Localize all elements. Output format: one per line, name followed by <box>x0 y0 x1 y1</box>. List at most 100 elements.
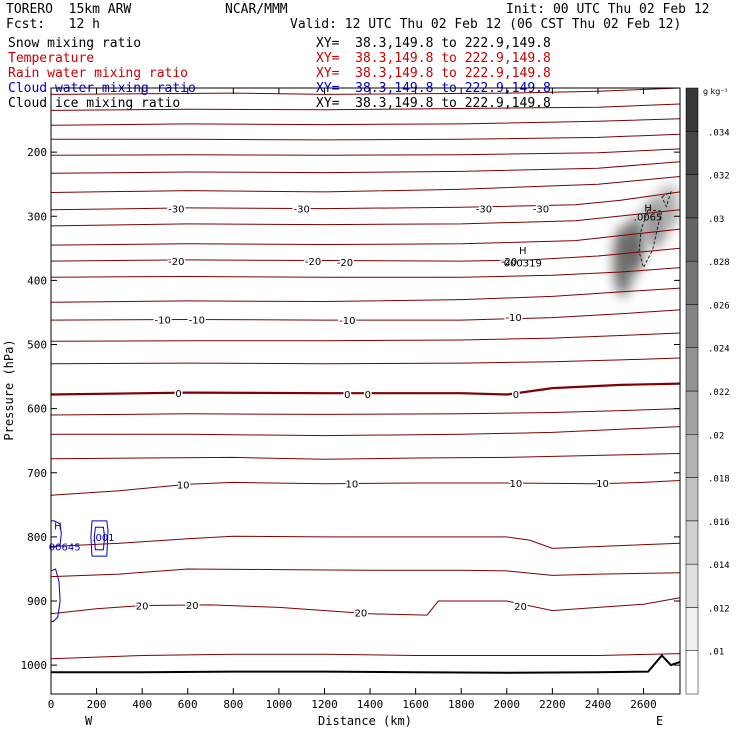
plot-frame <box>50 87 681 695</box>
isotherm-line <box>51 247 680 262</box>
x-tick-label: 1000 <box>266 698 293 711</box>
y-axis-title: Pressure (hPa) <box>2 339 16 440</box>
y-tick-label: 800 <box>27 531 47 544</box>
isotherm-label: -30 <box>294 205 310 216</box>
colorbar-tick-label: .014 <box>708 561 730 571</box>
colorbar-swatch <box>685 174 699 219</box>
field-name-temperature: Temperature <box>8 51 95 66</box>
colorbar-tick-label: .028 <box>708 258 730 268</box>
isotherm-label: 0 <box>513 390 519 401</box>
isotherm-line <box>51 653 680 660</box>
colorbar-swatch <box>685 304 699 348</box>
ground-line <box>51 654 680 674</box>
colorbar-tick-label: .024 <box>708 345 730 355</box>
isotherm-label: 10 <box>345 480 358 491</box>
isotherm-line <box>51 568 680 578</box>
isotherm-label: 10 <box>177 480 190 491</box>
isotherm-label: -20 <box>168 257 184 268</box>
colorbar-swatch <box>685 607 699 651</box>
isotherm-label: -20 <box>337 258 353 269</box>
isotherm-line <box>51 426 680 437</box>
valid-time: Valid: 12 UTC Thu 02 Feb 12 (06 CST Thu … <box>290 17 682 32</box>
cloud-water-contour <box>93 526 106 551</box>
colorbar-tick-label: .01 <box>708 648 724 658</box>
init-time: Init: 00 UTC Thu 02 Feb 12 <box>506 2 710 17</box>
isotherm-label: -10 <box>339 316 355 327</box>
x-tick-label: 800 <box>223 698 243 711</box>
y-tick-label: 700 <box>27 467 47 480</box>
isotherm-line <box>51 535 680 549</box>
extremum-label: H <box>54 521 62 532</box>
isotherm-line <box>51 103 680 111</box>
extremum-label: .0065 <box>634 212 663 223</box>
isotherm-line <box>51 597 680 616</box>
isotherm-line <box>51 176 680 193</box>
field-xy-cloud-ice: XY= 38.3,149.8 to 222.9,149.8 <box>316 96 551 111</box>
field-xy-snow: XY= 38.3,149.8 to 222.9,149.8 <box>316 36 551 51</box>
x-tick-label: 1600 <box>402 698 429 711</box>
colorbar-unit: g kg⁻¹ <box>703 87 728 96</box>
x-tick-label: 200 <box>87 698 107 711</box>
isotherm-label: -10 <box>189 315 205 326</box>
x-axis-title: Distance (km) <box>318 714 412 728</box>
isotherm-label: 20 <box>136 602 149 613</box>
snow-shading <box>612 184 679 297</box>
isotherm-label: 20 <box>186 601 199 612</box>
colorbar-tick-label: .026 <box>708 301 730 311</box>
extremum-label: 00645 <box>49 543 81 554</box>
cloud-contours <box>51 191 672 622</box>
colorbar-swatch <box>685 260 699 305</box>
colorbar-tick-label: .012 <box>708 604 730 614</box>
x-tick-label: 1400 <box>357 698 384 711</box>
isotherm-label: -10 <box>154 315 170 326</box>
isotherm-line <box>51 228 680 246</box>
x-tick-label: 2000 <box>494 698 521 711</box>
colorbar-swatch <box>685 131 699 175</box>
colorbar-swatch <box>685 434 699 478</box>
isotherm-label: -20 <box>305 257 321 268</box>
colorbar-swatch <box>685 520 699 565</box>
colorbar-swatch <box>685 347 699 392</box>
colorbar-tick-label: .022 <box>708 388 730 398</box>
y-tick-label: 200 <box>27 146 47 159</box>
snow-patch <box>658 184 679 230</box>
cloud-water-contour <box>90 520 109 557</box>
x-tick-label: 600 <box>178 698 198 711</box>
y-tick-label: 1000 <box>21 659 48 672</box>
snow-patch <box>625 216 644 274</box>
isotherm-label: 0 <box>175 389 181 400</box>
x-tick-label: 400 <box>132 698 152 711</box>
y-tick-label: 900 <box>27 595 47 608</box>
cloud-ice-contour <box>661 191 672 208</box>
isotherm-line <box>51 357 680 365</box>
isotherm-line <box>51 118 680 126</box>
isotherm-line <box>51 309 680 321</box>
extremum-label: H <box>519 246 527 257</box>
colorbar-tick-label: .03 <box>708 215 724 225</box>
cloud-ice-contour <box>638 209 663 269</box>
isotherm-label: 0 <box>365 390 371 401</box>
colorbar-swatch <box>685 87 699 132</box>
isotherm-label: 20 <box>355 609 368 620</box>
x-tick-label: 2200 <box>539 698 566 711</box>
isotherm-label: 0 <box>344 390 350 401</box>
field-name-cloud-ice: Cloud ice mixing ratio <box>8 96 181 111</box>
isotherm-label: 10 <box>510 479 523 490</box>
field-name-cloud-water: Cloud water mixing ratio <box>8 81 196 96</box>
extremum-label: H <box>644 203 652 214</box>
isotherm-line <box>51 287 680 303</box>
colorbar-swatch <box>685 390 699 435</box>
x-tick-label: 2400 <box>585 698 612 711</box>
isotherm-label: -10 <box>505 313 521 324</box>
isotherm-line <box>51 453 680 460</box>
field-xy-temperature: XY= 38.3,149.8 to 222.9,149.8 <box>316 51 551 66</box>
y-tick-label: 300 <box>27 210 47 223</box>
colorbar-swatch <box>685 650 699 695</box>
colorbar-tick-label: .016 <box>708 518 730 528</box>
isotherm-line <box>51 209 680 227</box>
colorbar-tick-label: .018 <box>708 475 730 485</box>
field-xy-rain: XY= 38.3,149.8 to 222.9,149.8 <box>316 66 551 81</box>
isotherm-line <box>51 191 680 211</box>
isotherm-line <box>51 408 680 416</box>
colorbar-tick-label: .032 <box>708 172 730 182</box>
